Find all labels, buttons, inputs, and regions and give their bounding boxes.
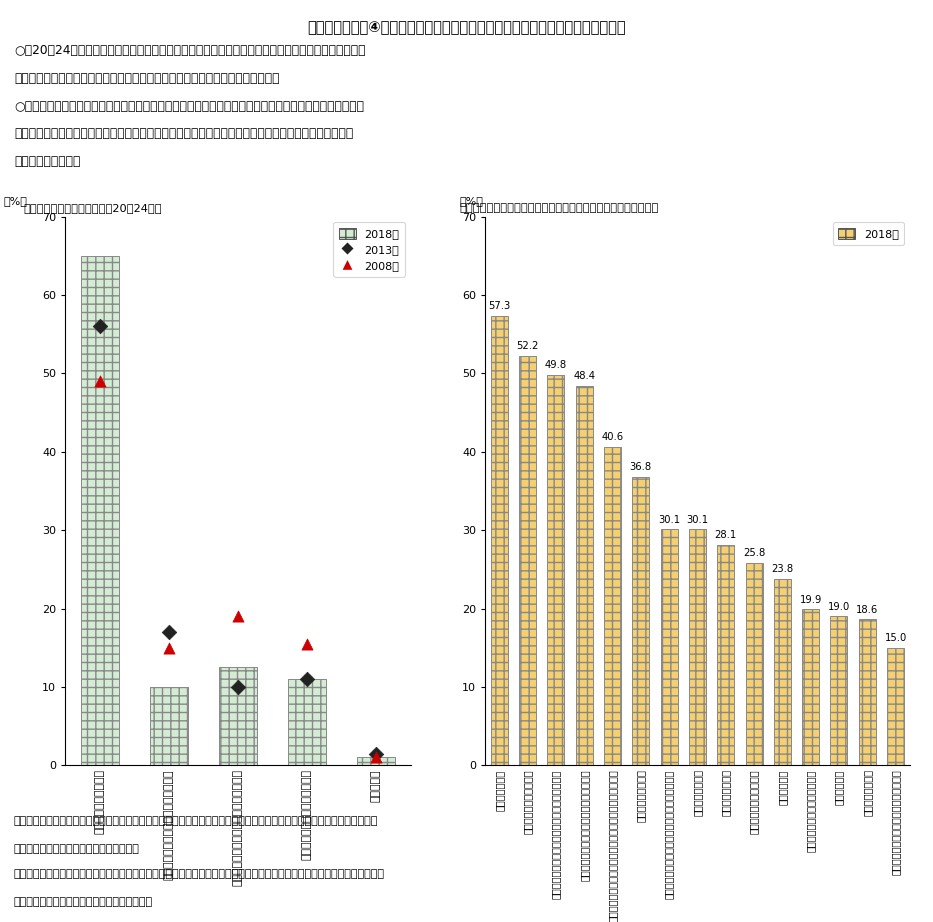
Text: （２）就職先を決めるに当たって重視していること（複数回答）: （２）就職先を決めるに当たって重視していること（複数回答） xyxy=(460,203,659,213)
Text: 30.1: 30.1 xyxy=(658,514,680,525)
Bar xyxy=(745,563,762,765)
Bar xyxy=(219,668,257,765)
Bar xyxy=(519,356,536,765)
Point xyxy=(369,746,383,761)
Text: 囲気が良さそう」に次いで、「自分のやりたい仕事ができる（やりがいがある）」を重視する割合も: 囲気が良さそう」に次いで、「自分のやりたい仕事ができる（やりがいがある）」を重視… xyxy=(14,127,354,140)
Text: 定である」大学４年生を対象とした値。: 定である」大学４年生を対象とした値。 xyxy=(14,897,153,907)
Point xyxy=(230,609,245,624)
Legend: 2018年: 2018年 xyxy=(832,222,904,244)
Bar xyxy=(773,579,791,765)
Text: 23.8: 23.8 xyxy=(772,564,793,574)
Point xyxy=(161,640,176,655)
Text: 49.8: 49.8 xyxy=(545,361,567,371)
Bar xyxy=(81,255,118,765)
Bar xyxy=(288,679,326,765)
Text: 40.6: 40.6 xyxy=(602,432,623,443)
Bar xyxy=(858,620,876,765)
Bar xyxy=(491,316,508,765)
Bar xyxy=(717,545,734,765)
Bar xyxy=(887,647,904,765)
Bar xyxy=(633,477,649,765)
Text: 策統括官付政策統括室にて作成: 策統括官付政策統括室にて作成 xyxy=(14,844,140,854)
Text: 25.8: 25.8 xyxy=(743,549,765,559)
Bar xyxy=(357,758,395,765)
Text: 36.8: 36.8 xyxy=(630,462,652,472)
Bar xyxy=(689,529,706,765)
Legend: 2018年, 2013年, 2008年: 2018年, 2013年, 2008年 xyxy=(333,222,405,277)
Text: 28.1: 28.1 xyxy=(715,530,737,540)
Text: 30.1: 30.1 xyxy=(687,514,708,525)
Point xyxy=(299,636,314,651)
Text: （%）: （%） xyxy=(3,195,27,206)
Text: 15.0: 15.0 xyxy=(884,633,907,643)
Text: （注）　右図は、「就職活動を行った（終えた）」「就職活動を行っている（継続している）」「これから就職活動を行う予: （注） 右図は、「就職活動を行った（終えた）」「就職活動を行っている（継続してい… xyxy=(14,869,385,880)
Text: （%）: （%） xyxy=(460,195,483,206)
Bar xyxy=(604,447,621,765)
Text: ○　20～24歳の働く目的についてみると、「お金を得るために働く」者の割合が経年的に増加してい: ○ 20～24歳の働く目的についてみると、「お金を得るために働く」者の割合が経年… xyxy=(14,44,366,57)
Bar xyxy=(576,386,592,765)
Text: 資料出所　内閣府「国民生活に関する世論調査」「学生の就職・採用活動開始時期等に関する調査」をもとに厚生労働省政: 資料出所 内閣府「国民生活に関する世論調査」「学生の就職・採用活動開始時期等に関… xyxy=(14,816,379,826)
Point xyxy=(92,374,107,389)
Bar xyxy=(150,687,188,765)
Point xyxy=(161,625,176,640)
Bar xyxy=(661,529,677,765)
Text: 48.4: 48.4 xyxy=(573,372,595,382)
Text: ○　また、就職先を決めるに当たって重視していることについてみると、「企業等の安定性」「職場の雰: ○ また、就職先を決めるに当たって重視していることについてみると、「企業等の安定… xyxy=(14,100,364,112)
Point xyxy=(299,671,314,686)
Text: コラム１－２－④図　働く目的及び就職先を決めるに当たって重視していること: コラム１－２－④図 働く目的及び就職先を決めるに当たって重視していること xyxy=(307,20,626,35)
Bar xyxy=(802,609,819,765)
Text: 57.3: 57.3 xyxy=(488,301,510,312)
Text: 52.2: 52.2 xyxy=(517,341,538,351)
Bar xyxy=(830,617,847,765)
Bar xyxy=(548,375,564,765)
Text: る一方で、「生きがいをみつけるために働く」者の割合は、減少傾向にある。: る一方で、「生きがいをみつけるために働く」者の割合は、減少傾向にある。 xyxy=(14,72,280,85)
Point xyxy=(230,680,245,694)
Text: （１）働く目的（単数回答、20～24歳）: （１）働く目的（単数回答、20～24歳） xyxy=(24,203,162,213)
Text: 高くなっている。: 高くなっている。 xyxy=(14,155,80,168)
Text: 18.6: 18.6 xyxy=(856,605,878,615)
Point xyxy=(92,319,107,334)
Text: 19.9: 19.9 xyxy=(800,595,822,605)
Point xyxy=(369,751,383,765)
Text: 19.0: 19.0 xyxy=(828,602,850,611)
